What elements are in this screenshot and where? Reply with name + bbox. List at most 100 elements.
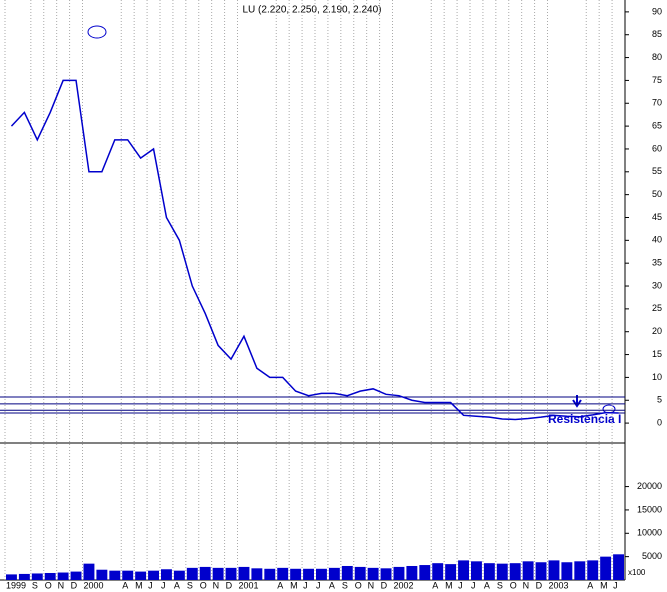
volume-bar [238, 566, 250, 580]
y-tick-label: 40 [652, 235, 662, 245]
x-tick-label: 2002 [394, 580, 414, 590]
x-tick-label: S [32, 580, 38, 590]
y-tick-label: 60 [652, 143, 662, 153]
volume-bar [148, 570, 159, 580]
volume-bar [613, 554, 624, 580]
volume-bar [6, 574, 17, 580]
x-tick-label: D [536, 580, 543, 590]
volume-bar [161, 569, 172, 580]
x-tick-label: N [58, 580, 65, 590]
volume-bar [600, 556, 612, 580]
volume-tick-label: 20000 [637, 481, 662, 491]
y-tick-label: 30 [652, 280, 662, 290]
volume-bar [561, 562, 573, 580]
volume-bar [316, 568, 327, 580]
volume-bar [522, 561, 534, 580]
x-tick-label: J [316, 580, 321, 590]
volume-axis-label: x100 [628, 568, 646, 577]
y-tick-label: 45 [652, 212, 662, 222]
x-tick-label: S [342, 580, 348, 590]
x-tick-label: A [329, 580, 335, 590]
volume-bar [303, 568, 314, 580]
volume-bar [458, 560, 469, 580]
volume-bar [574, 561, 586, 580]
x-tick-label: A [277, 580, 283, 590]
volume-bar [496, 563, 508, 580]
x-tick-label: M [445, 580, 453, 590]
x-tick-label: M [600, 580, 608, 590]
y-tick-label: 65 [652, 120, 662, 130]
volume-bar [471, 561, 482, 580]
x-tick-label: A [484, 580, 490, 590]
x-tick-label: 2000 [84, 580, 104, 590]
x-tick-label: J [471, 580, 476, 590]
y-tick-label: 80 [652, 52, 662, 62]
volume-bar [122, 570, 134, 580]
y-tick-label: 0 [657, 417, 662, 427]
y-tick-label: 55 [652, 166, 662, 176]
y-tick-label: 20 [652, 326, 662, 336]
x-tick-label: A [174, 580, 180, 590]
x-tick-label: J [458, 580, 463, 590]
x-tick-label: J [303, 580, 308, 590]
annotation: Resistencia I [548, 412, 621, 426]
volume-bar [341, 565, 353, 580]
volume-bar [186, 567, 198, 580]
x-tick-label: J [161, 580, 166, 590]
volume-bar [135, 571, 147, 580]
y-tick-label: 5 [657, 395, 662, 405]
volume-bar [509, 563, 521, 580]
volume-bar [367, 567, 379, 580]
volume-bar [290, 568, 302, 580]
x-tick-label: 1999 [6, 580, 26, 590]
volume-bar [44, 572, 56, 580]
x-tick-label: O [45, 580, 52, 590]
bear-icon [87, 25, 107, 39]
x-tick-label: O [510, 580, 517, 590]
volume-tick-label: 5000 [642, 551, 662, 561]
x-tick-label: S [187, 580, 193, 590]
x-tick-label: D [226, 580, 233, 590]
x-tick-label: A [432, 580, 438, 590]
y-tick-label: 85 [652, 29, 662, 39]
volume-bar [18, 573, 30, 580]
volume-bar [212, 567, 224, 580]
y-tick-label: 10 [652, 372, 662, 382]
volume-bar [419, 565, 431, 580]
x-tick-label: A [587, 580, 593, 590]
x-tick-label: D [381, 580, 388, 590]
volume-bar [548, 560, 560, 580]
volume-bar [445, 564, 457, 580]
x-tick-label: N [523, 580, 530, 590]
volume-bar [173, 570, 185, 580]
volume-bar [83, 563, 95, 580]
x-tick-label: J [613, 580, 618, 590]
volume-bar [70, 571, 82, 580]
x-tick-label: O [355, 580, 362, 590]
volume-bar [354, 566, 366, 580]
volume-bar [109, 570, 121, 580]
volume-bar [31, 573, 43, 580]
volume-tick-label: 15000 [637, 504, 662, 514]
x-tick-label: M [135, 580, 143, 590]
x-tick-label: O [200, 580, 207, 590]
volume-bar [96, 569, 108, 580]
x-tick-label: A [122, 580, 128, 590]
x-tick-label: J [148, 580, 153, 590]
x-tick-label: 2001 [239, 580, 259, 590]
y-tick-label: 15 [652, 349, 662, 359]
volume-bar [251, 568, 263, 580]
y-tick-label: 75 [652, 75, 662, 85]
x-tick-label: D [71, 580, 78, 590]
x-tick-label: S [497, 580, 503, 590]
volume-bar [406, 565, 418, 580]
x-tick-label: 2003 [549, 580, 569, 590]
volume-bar [535, 562, 547, 580]
y-tick-label: 25 [652, 303, 662, 313]
y-tick-label: 50 [652, 189, 662, 199]
volume-bar [199, 566, 211, 580]
x-tick-label: N [213, 580, 220, 590]
y-tick-label: 35 [652, 258, 662, 268]
volume-bar [57, 572, 69, 580]
